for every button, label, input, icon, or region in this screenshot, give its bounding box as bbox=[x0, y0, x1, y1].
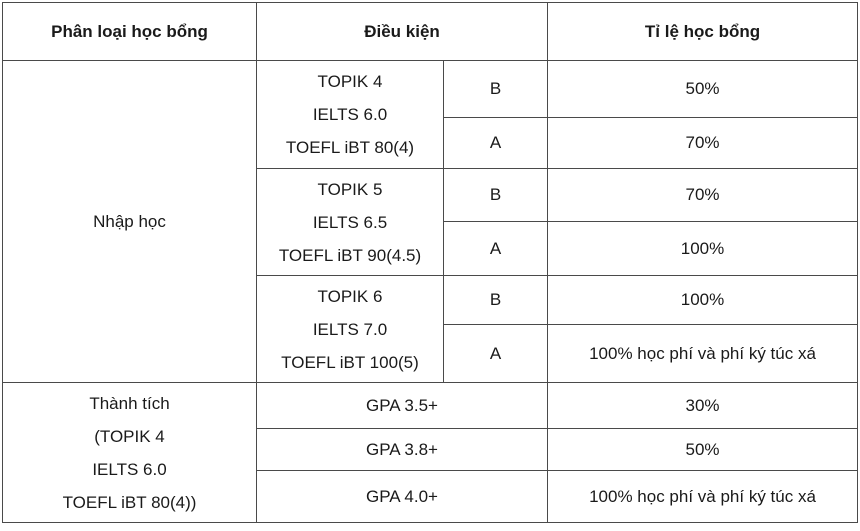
condition-line: TOPIK 6 bbox=[317, 286, 383, 306]
rate-cell: 100% bbox=[547, 275, 858, 325]
condition-line: TOEFL iBT 100(5) bbox=[281, 352, 419, 372]
condition-cell: TOPIK 4 IELTS 6.0 TOEFL iBT 80(4) bbox=[256, 60, 444, 169]
condition-line: TOPIK 4 bbox=[317, 72, 383, 91]
rate-cell: 50% bbox=[547, 428, 858, 471]
category-admission: Nhập học bbox=[2, 60, 257, 383]
gpa-condition-cell: GPA 4.0+ bbox=[256, 470, 548, 523]
grade-cell: A bbox=[443, 324, 548, 383]
table-row: Thành tích (TOPIK 4 IELTS 6.0 TOEFL iBT … bbox=[2, 382, 858, 523]
rate-cell: 70% bbox=[547, 117, 858, 169]
table-row: Nhập học TOPIK 4 IELTS 6.0 TOEFL iBT 80(… bbox=[2, 60, 858, 383]
achievement-label-line: (TOPIK 4 bbox=[94, 426, 165, 446]
table-row: A 100% bbox=[3, 221, 858, 276]
condition-line: TOEFL iBT 80(4) bbox=[285, 138, 415, 157]
condition-cell: TOPIK 5 IELTS 6.5 TOEFL iBT 90(4.5) bbox=[256, 168, 444, 276]
grade-cell: B bbox=[443, 168, 548, 222]
achievement-label-line: IELTS 6.0 bbox=[92, 459, 167, 479]
header-row: Phân loại học bổng Điều kiện Tỉ lệ học b… bbox=[2, 2, 858, 61]
achievement-label-line: TOEFL iBT 80(4)) bbox=[62, 492, 197, 512]
table-row: GPA 3.8+ 50% bbox=[3, 428, 858, 471]
rate-cell: 100% bbox=[547, 221, 858, 276]
table-row: TOPIK 5 IELTS 6.5 TOEFL iBT 90(4.5) B 70… bbox=[3, 168, 858, 276]
table-row: A 100% học phí và phí ký túc xá bbox=[3, 324, 858, 383]
table-row: GPA 4.0+ 100% học phí và phí ký túc xá bbox=[3, 470, 858, 523]
category-achievement: Thành tích (TOPIK 4 IELTS 6.0 TOEFL iBT … bbox=[2, 382, 257, 523]
grade-cell: B bbox=[443, 60, 548, 118]
grade-cell: A bbox=[443, 221, 548, 276]
gpa-condition-cell: GPA 3.5+ bbox=[256, 382, 548, 429]
grade-cell: A bbox=[443, 117, 548, 169]
rate-cell: 30% bbox=[547, 382, 858, 429]
rate-cell: 50% bbox=[547, 60, 858, 118]
condition-line: TOPIK 5 bbox=[317, 179, 383, 199]
achievement-label-line: Thành tích bbox=[89, 393, 170, 413]
header-rate: Tỉ lệ học bổng bbox=[547, 2, 858, 61]
condition-line: IELTS 6.0 bbox=[312, 105, 388, 124]
rate-cell: 100% học phí và phí ký túc xá bbox=[547, 324, 858, 383]
table-row: TOPIK 6 IELTS 7.0 TOEFL iBT 100(5) B 100… bbox=[3, 275, 858, 383]
condition-cell: TOPIK 6 IELTS 7.0 TOEFL iBT 100(5) bbox=[256, 275, 444, 383]
grade-cell: B bbox=[443, 275, 548, 325]
gpa-condition-cell: GPA 3.8+ bbox=[256, 428, 548, 471]
condition-line: IELTS 6.5 bbox=[312, 212, 388, 232]
rate-cell: 100% học phí và phí ký túc xá bbox=[547, 470, 858, 523]
header-condition: Điều kiện bbox=[256, 2, 548, 61]
rate-cell: 70% bbox=[547, 168, 858, 222]
condition-line: IELTS 7.0 bbox=[312, 319, 388, 339]
condition-line: TOEFL iBT 90(4.5) bbox=[278, 245, 422, 265]
scholarship-table: Phân loại học bổng Điều kiện Tỉ lệ học b… bbox=[2, 2, 858, 523]
header-category: Phân loại học bổng bbox=[2, 2, 257, 61]
